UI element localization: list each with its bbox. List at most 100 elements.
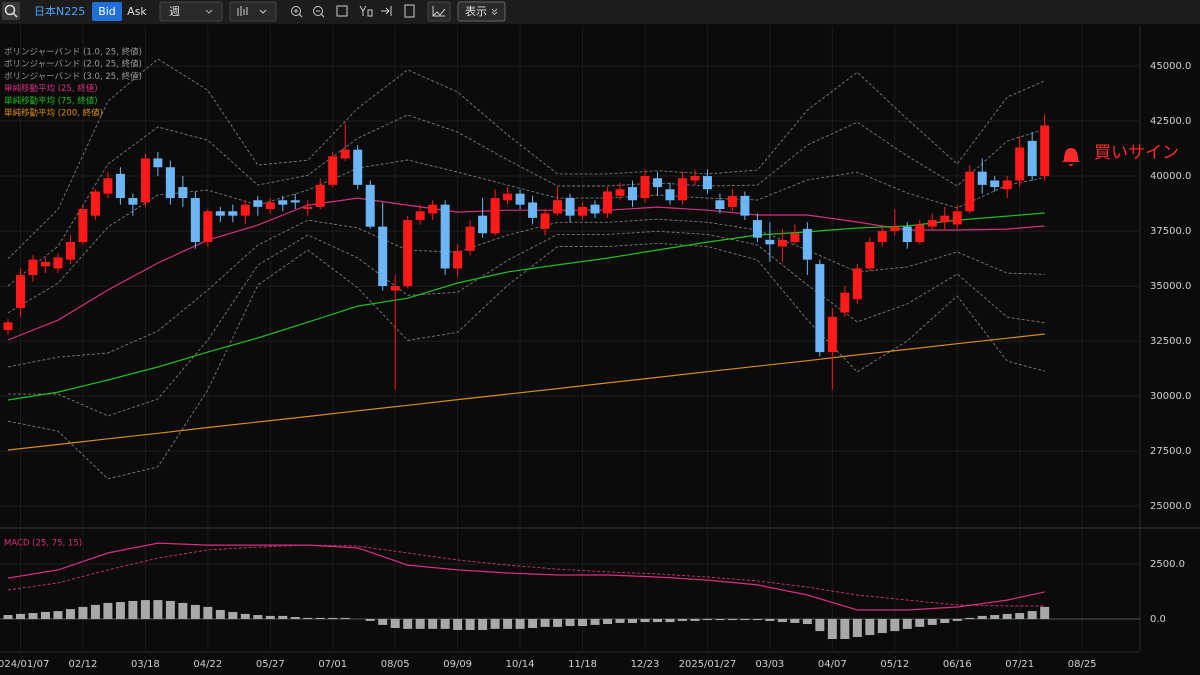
zoom-out[interactable] <box>313 6 323 16</box>
legend-entry: ボリンジャーバンド (1.0, 25, 終値) <box>4 47 142 58</box>
signal-line <box>7 544 1045 607</box>
histogram-bar <box>715 618 725 621</box>
histogram-bar <box>540 618 550 627</box>
histogram-bar <box>403 618 413 629</box>
candle-body <box>852 268 862 300</box>
histogram-bar <box>1040 606 1050 619</box>
candle-body <box>515 193 525 205</box>
candle-body <box>40 261 50 267</box>
candle-body <box>765 239 775 245</box>
candle-body <box>265 202 275 210</box>
histogram-bar <box>990 615 1000 619</box>
histogram-bar <box>15 613 25 619</box>
histogram-bar <box>565 618 575 627</box>
histogram-bar <box>677 618 687 621</box>
bid-button[interactable] <box>92 2 122 21</box>
x-tick-label: 08/25 <box>1068 659 1097 670</box>
histogram-bar <box>628 618 637 623</box>
candle-body <box>702 176 712 190</box>
candle-body <box>640 176 650 199</box>
histogram-bar <box>615 618 625 623</box>
chart-type-icon <box>237 6 267 16</box>
histogram-bar <box>790 618 800 623</box>
candle-body <box>153 158 163 168</box>
candle-body <box>915 224 925 243</box>
candle-body <box>815 264 825 353</box>
chevron <box>205 9 213 14</box>
x-tick-label: 06/16 <box>943 659 972 670</box>
candle-body <box>190 198 200 243</box>
search-icon <box>4 4 16 16</box>
candle-body <box>790 233 800 243</box>
jump[interactable] <box>381 6 392 16</box>
candle-body <box>827 316 837 353</box>
symbol[interactable]: 日本N225 <box>34 4 85 18</box>
search-button[interactable] <box>2 2 20 20</box>
tool[interactable] <box>359 5 373 17</box>
histogram-bar <box>752 618 762 621</box>
band-lower <box>7 242 1045 480</box>
candle-body <box>165 167 175 199</box>
histogram-bar <box>28 613 38 619</box>
y-tick-label: 25000.0 <box>1150 501 1191 512</box>
candle-body <box>3 322 13 331</box>
candle-body <box>877 231 887 243</box>
y-tick-label: 37500.0 <box>1150 226 1191 237</box>
ask-button[interactable]: Ask <box>127 5 147 18</box>
moving-average <box>7 333 1045 451</box>
candle-body <box>78 209 88 243</box>
candle-body <box>777 239 787 247</box>
candle-body <box>65 242 75 260</box>
histogram-bar <box>140 600 150 619</box>
candle-body <box>140 158 150 203</box>
report[interactable] <box>404 4 415 18</box>
candle-body <box>890 226 900 232</box>
histogram-bar <box>415 618 425 629</box>
x-tick-label: 08/05 <box>381 659 410 670</box>
candle-body <box>128 198 138 205</box>
histogram-bar <box>290 617 300 619</box>
histogram-bar <box>165 600 175 619</box>
histogram-bar <box>453 618 463 630</box>
candle-body <box>303 206 313 210</box>
histogram-bar <box>827 618 837 640</box>
period-label[interactable]: 週 <box>169 5 180 18</box>
histogram-bar <box>40 611 50 619</box>
histogram-bar <box>90 604 100 619</box>
candle-body <box>203 211 213 243</box>
histogram-bar <box>228 611 238 619</box>
fit[interactable] <box>336 5 348 17</box>
period-select[interactable] <box>159 1 223 22</box>
candle-body <box>490 198 500 234</box>
histogram-bar <box>553 618 563 627</box>
histogram-bar <box>952 618 962 621</box>
chevron <box>491 8 498 16</box>
candle-body <box>28 259 38 276</box>
x-tick-label: 02/12 <box>69 659 98 670</box>
candle-body <box>590 204 600 214</box>
histogram-bar <box>840 618 850 640</box>
buy-signal: 買いサイン <box>1062 143 1179 166</box>
x-tick-label: 03/18 <box>131 659 160 670</box>
candle-body <box>403 220 413 287</box>
bid-label[interactable]: Bid <box>98 5 116 18</box>
candle-body <box>603 191 613 214</box>
display-button[interactable] <box>457 1 506 22</box>
candle-body <box>365 184 375 227</box>
display-label[interactable]: 表示 <box>465 4 487 18</box>
candle-body <box>315 184 325 207</box>
histogram-bar <box>378 618 388 625</box>
candle-body <box>615 189 625 196</box>
histogram-bar <box>478 618 488 630</box>
chart-type-select[interactable] <box>229 1 277 22</box>
zoom-in[interactable] <box>291 6 301 16</box>
candle-body <box>977 171 987 185</box>
candle-body <box>840 292 850 313</box>
search-icon <box>12 12 18 18</box>
histogram-bar <box>977 615 987 619</box>
band-upper <box>7 58 1045 260</box>
histogram-bar <box>940 618 950 623</box>
indicator-button[interactable] <box>427 1 451 22</box>
histogram-bar <box>153 600 163 619</box>
